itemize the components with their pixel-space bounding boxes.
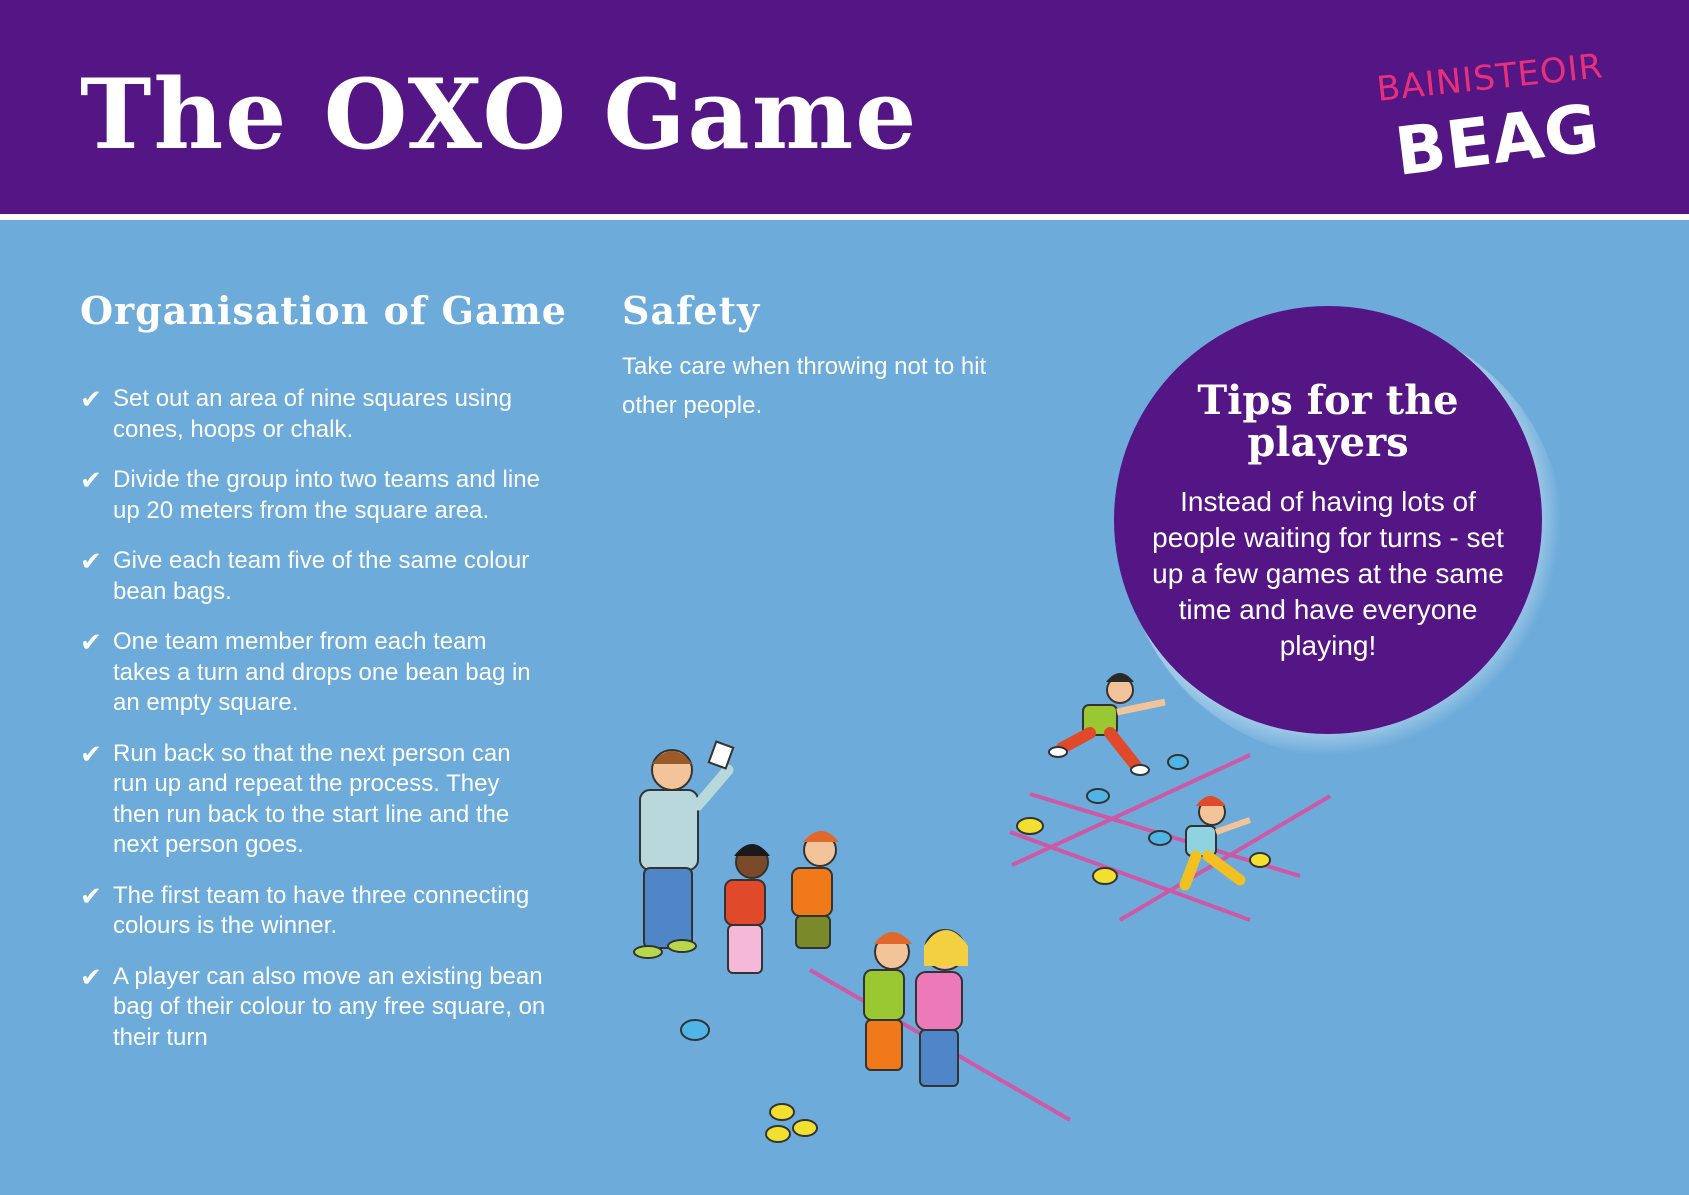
- check-icon: ✔: [80, 465, 102, 495]
- tips-heading: Tips for the players: [1197, 377, 1459, 466]
- step-text: A player can also move an existing bean …: [113, 962, 546, 1051]
- safety-text: Take care when throwing not to hit other…: [622, 353, 987, 419]
- header-divider: [0, 214, 1689, 220]
- step-text: Divide the group into two teams and line…: [113, 466, 540, 524]
- check-icon: ✔: [80, 546, 102, 576]
- boy-in-line-figure: [791, 831, 839, 949]
- running-child-figure: [1048, 673, 1166, 776]
- girl-in-grid-figure: [1179, 796, 1251, 891]
- step-item: ✔ Divide the group into two teams and li…: [80, 465, 550, 526]
- children-playing-illustration: [633, 673, 1332, 1143]
- step-text: The first team to have three connecting …: [113, 881, 530, 940]
- step-text: Give each team five of the same colour b…: [113, 547, 530, 605]
- adult-leader-figure: [633, 740, 735, 959]
- boy-front-figure: [863, 932, 912, 1071]
- step-item: ✔ Set out an area of nine squares using …: [80, 384, 550, 445]
- tips-circle: [1114, 306, 1542, 734]
- check-icon: ✔: [80, 627, 102, 657]
- bainisteoir-beag-logo: BAINISTEOIR BEAG: [1365, 46, 1615, 191]
- tips-text: Instead of having lots of people waiting…: [1152, 486, 1504, 661]
- check-icon: ✔: [80, 738, 102, 769]
- blonde-girl-figure: [915, 929, 968, 1087]
- step-text: Set out an area of nine squares using co…: [113, 385, 512, 443]
- check-icon: ✔: [80, 961, 102, 992]
- step-text: Run back so that the next person can run…: [113, 739, 511, 859]
- step-item: ✔ One team member from each team takes a…: [80, 627, 550, 719]
- organisation-heading: Organisation of Game: [80, 288, 567, 333]
- safety-heading: Safety: [622, 288, 761, 333]
- step-item: ✔ A player can also move an existing bea…: [80, 962, 550, 1054]
- check-icon: ✔: [80, 384, 102, 414]
- header-banner: The OXO Game BAINISTEOIR BEAG: [0, 0, 1689, 214]
- step-item: ✔ The first team to have three connectin…: [80, 881, 550, 942]
- page-title: The OXO Game: [80, 58, 919, 171]
- check-icon: ✔: [80, 880, 102, 911]
- organisation-steps-list: ✔ Set out an area of nine squares using …: [80, 384, 550, 1053]
- girl-in-line-figure: [724, 844, 770, 974]
- step-text: One team member from each team takes a t…: [113, 628, 531, 716]
- step-item: ✔ Run back so that the next person can r…: [80, 739, 550, 861]
- bean-bags: [680, 754, 1271, 1143]
- step-item: ✔ Give each team five of the same colour…: [80, 546, 550, 607]
